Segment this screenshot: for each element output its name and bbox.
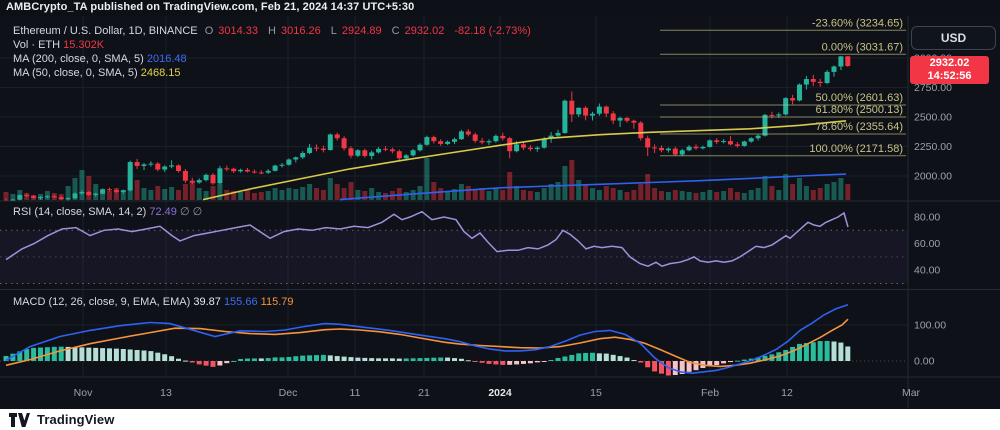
symbol-title: Ethereum / U.S. Dollar, 1D, BINANCE (13, 25, 198, 37)
candles-layer (3, 56, 851, 201)
macd-legend-row[interactable]: MACD (12, 26, close, 9, EMA, EMA) 39.87 … (13, 296, 294, 308)
macd-hist-value: 39.87 (193, 296, 221, 308)
svg-text:2250.00: 2250.00 (914, 141, 952, 153)
svg-text:12: 12 (781, 387, 793, 399)
rsi-pane (0, 210, 908, 284)
ma200-legend-row[interactable]: MA (200, close, 0, SMA, 5) 2016.48 (13, 53, 187, 65)
macd-line-value: 155.66 (223, 296, 258, 308)
macd-pane (3, 304, 851, 376)
svg-text:100.00% (2171.58): 100.00% (2171.58) (809, 143, 903, 155)
ohlc-values: O 3014.33 H 3016.26 L 2924.89 C 2932.02 -82.18 (… (204, 25, 531, 37)
svg-text:2750.00: 2750.00 (914, 82, 952, 94)
svg-text:Feb: Feb (701, 387, 719, 399)
fib-layer: -23.60% (3234.65) 0.00% (3031.67) 50.00% (… (660, 17, 906, 157)
rsi-hidden-values: ∅ ∅ (179, 206, 203, 218)
grid-layer (0, 16, 908, 377)
svg-text:78.60% (2355.64): 78.60% (2355.64) (816, 121, 903, 133)
svg-text:100.00: 100.00 (914, 320, 946, 332)
tradingview-logo-icon[interactable] (9, 412, 30, 427)
svg-text:61.80% (2500.13): 61.80% (2500.13) (816, 104, 903, 116)
macd-main-line (5, 304, 849, 375)
change-value: -82.18 (-2.73%) (454, 25, 531, 37)
macd-signal-line (5, 318, 849, 368)
tradingview-wordmark[interactable]: TradingView (37, 412, 115, 427)
attribution-text: AMBCrypto_TA published on TradingView.co… (6, 1, 415, 13)
svg-text:Dec: Dec (279, 387, 298, 399)
attribution-bar: AMBCrypto_TA published on TradingView.co… (0, 0, 1000, 16)
ma50-line (202, 120, 847, 201)
volume-value: 15.302K (63, 39, 105, 51)
ma50-legend-row[interactable]: MA (50, close, 0, SMA, 5) 2468.15 (13, 67, 181, 79)
rsi-legend-row[interactable]: RSI (14, close, SMA, 14, 2) 72.49 ∅ ∅ (13, 206, 203, 218)
bar-countdown: 14:52:56 (927, 70, 972, 82)
rsi-value: 72.49 (149, 206, 177, 218)
svg-text:21: 21 (418, 387, 430, 399)
svg-text:0.00: 0.00 (914, 356, 935, 368)
volume-legend-row[interactable]: Vol · ETH 15.302K (13, 39, 105, 51)
ma50-value: 2468.15 (140, 67, 181, 79)
svg-text:2500.00: 2500.00 (914, 112, 952, 124)
ma200-line (339, 173, 847, 201)
svg-text:Nov: Nov (74, 387, 93, 399)
main-legend: Ethereum / U.S. Dollar, 1D, BINANCE O 301… (13, 24, 536, 80)
currency-toggle-button[interactable]: USD (911, 26, 996, 50)
macd-signal-value: 115.79 (260, 296, 294, 308)
last-price: 2932.02 (929, 57, 970, 69)
footer-bar: TradingView (0, 409, 1000, 430)
svg-text:11: 11 (350, 387, 361, 399)
svg-text:0.00% (3031.67): 0.00% (3031.67) (822, 41, 903, 53)
svg-text:2000.00: 2000.00 (914, 171, 952, 183)
last-price-badge: 2932.02 14:52:56 (910, 56, 989, 84)
svg-text:60.00: 60.00 (914, 238, 940, 250)
rsi-line (5, 210, 849, 268)
svg-text:Mar: Mar (902, 387, 921, 399)
svg-text:15: 15 (590, 387, 602, 399)
symbol-legend-row[interactable]: Ethereum / U.S. Dollar, 1D, BINANCE O 301… (13, 24, 536, 38)
svg-text:13: 13 (160, 387, 172, 399)
svg-text:2024: 2024 (488, 387, 512, 399)
svg-text:80.00: 80.00 (914, 212, 940, 224)
svg-text:-23.60% (3234.65): -23.60% (3234.65) (812, 17, 903, 29)
svg-text:50.00% (2601.63): 50.00% (2601.63) (816, 92, 903, 104)
ma-lines (202, 120, 847, 201)
ma200-value: 2016.48 (146, 53, 187, 65)
svg-text:40.00: 40.00 (914, 265, 940, 277)
